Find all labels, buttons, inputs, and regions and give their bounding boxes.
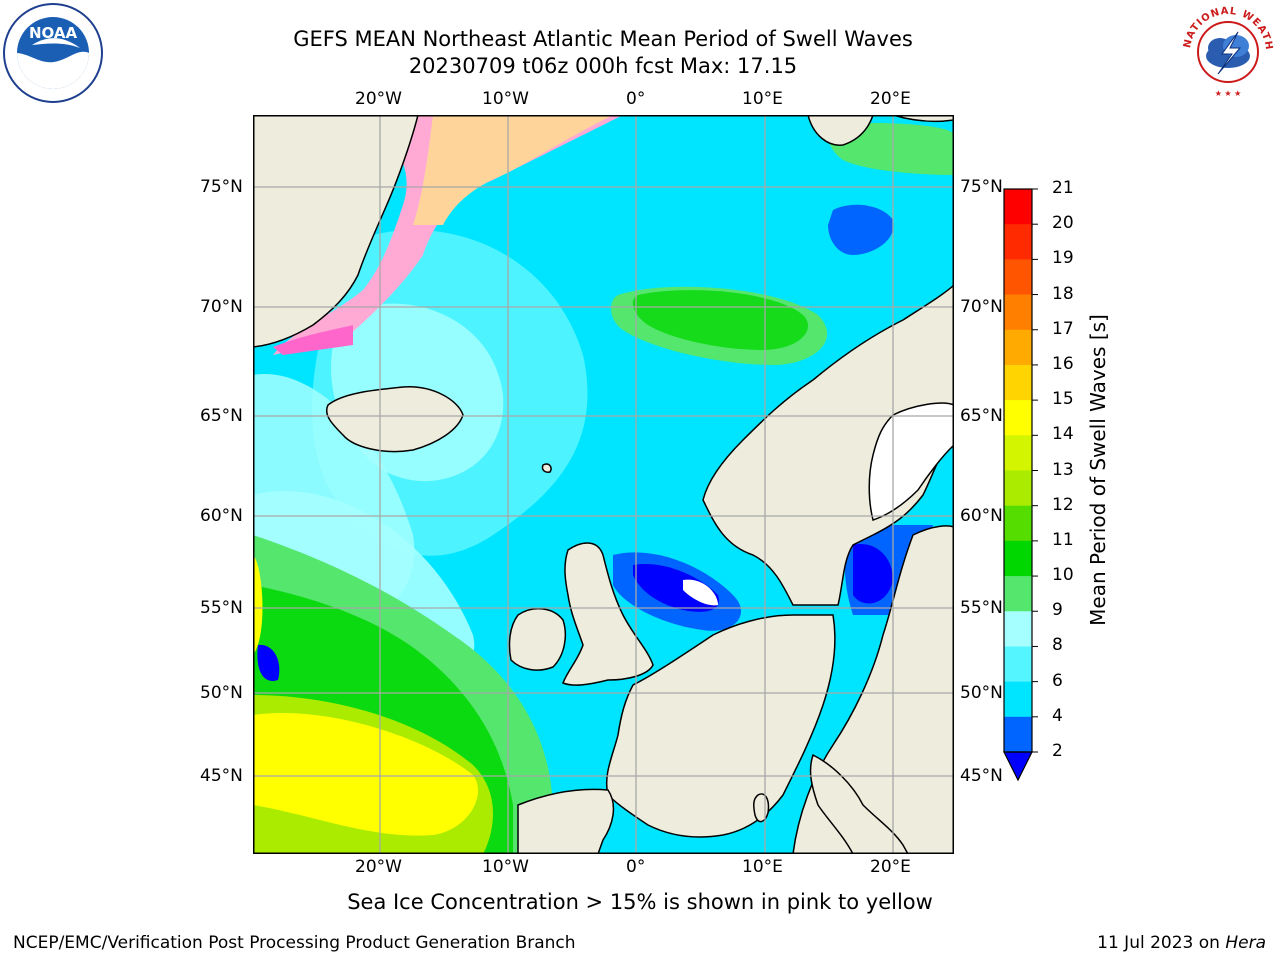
great-britain	[562, 542, 654, 686]
colorbar-tick-label: 12	[1052, 494, 1074, 515]
colorbar-bin-4	[1004, 329, 1032, 366]
lon-label-top-20w: 20°W	[355, 89, 402, 109]
colorbar-bin-8	[1004, 470, 1032, 507]
colorbar-tick-label: 15	[1052, 389, 1074, 410]
colorbar-bin-3	[1004, 294, 1032, 331]
colorbar-bin-11	[1004, 576, 1032, 612]
footer-credit: NCEP/EMC/Verification Post Processing Pr…	[13, 933, 576, 953]
caption: Sea Ice Concentration > 15% is shown in …	[347, 890, 933, 914]
faroe	[541, 463, 552, 473]
lon-label-top-0: 0°	[626, 89, 646, 109]
lat-label-right-65n: 65°N	[960, 406, 1003, 426]
colorbar-tick-label: 21	[1052, 178, 1074, 198]
iceland	[326, 386, 464, 453]
colorbar-bin-7	[1004, 435, 1032, 471]
colorbar-tick-label: 20	[1052, 213, 1074, 234]
lat-label-right-50n: 50°N	[960, 683, 1003, 703]
svalbard	[807, 115, 874, 146]
lon-label-bottom-0: 0°	[626, 857, 646, 877]
lat-label-left-50n: 50°N	[200, 683, 243, 703]
greenland	[253, 115, 419, 348]
colorbar-bin-9	[1004, 505, 1032, 542]
iberia	[517, 788, 615, 854]
footer-host: Hera	[1225, 933, 1266, 953]
colorbar-bin-5	[1004, 364, 1032, 401]
corsica	[753, 793, 770, 823]
colorbar-bin-12	[1004, 611, 1032, 647]
colorbar-tick-label: 18	[1052, 283, 1074, 304]
italy	[809, 753, 909, 854]
colorbar-tick-label: 13	[1052, 459, 1074, 480]
swell-period-map	[253, 115, 954, 854]
colorbar-bin-15	[1004, 716, 1032, 753]
graticule	[253, 115, 954, 854]
lon-label-bottom-20w: 20°W	[355, 857, 402, 877]
lat-label-right-75n: 75°N	[960, 177, 1003, 197]
colorbar-tick-label: 8	[1052, 635, 1063, 656]
colorbar-tick-label: 10	[1052, 565, 1074, 586]
lat-label-right-45n: 45°N	[960, 766, 1003, 786]
colorbar-tick-label: 14	[1052, 424, 1074, 445]
noaa-logo: NOAA	[3, 3, 103, 103]
lat-label-left-70n: 70°N	[200, 297, 243, 317]
map-title: GEFS MEAN Northeast Atlantic Mean Period…	[293, 27, 913, 51]
colorbar	[1003, 188, 1038, 782]
lat-label-left-65n: 65°N	[200, 406, 243, 426]
lon-label-top-10w: 10°W	[482, 89, 529, 109]
colorbar-tick-label: 4	[1052, 705, 1063, 726]
nws-logo: NATIONAL WEATHER SERVICE ★ ★ ★	[1178, 2, 1276, 100]
ireland	[508, 608, 566, 671]
colorbar-extend-triangle	[1003, 751, 1033, 782]
colorbar-bin-2	[1004, 259, 1032, 296]
colorbar-bin-13	[1004, 646, 1032, 683]
lon-label-bottom-20e: 20°E	[870, 857, 911, 877]
lon-label-top-10e: 10°E	[742, 89, 783, 109]
footer-date-text: 11 Jul 2023 on	[1097, 933, 1226, 953]
colorbar-bin-6	[1004, 400, 1032, 436]
colorbar-tick-label: 2	[1052, 741, 1063, 761]
colorbar-bin-0	[1004, 189, 1032, 225]
lat-label-left-75n: 75°N	[200, 177, 243, 197]
colorbar-tick-label: 11	[1052, 529, 1074, 550]
colorbar-title: Mean Period of Swell Waves [s]	[1086, 314, 1110, 626]
lat-label-right-55n: 55°N	[960, 598, 1003, 618]
colorbar-tick-label: 17	[1052, 318, 1074, 339]
land-masses	[253, 115, 954, 854]
colorbar-tick-label: 6	[1052, 670, 1063, 691]
footer-date: 11 Jul 2023 on Hera	[1097, 933, 1266, 953]
lon-label-top-20e: 20°E	[870, 89, 911, 109]
colorbar-tick-label: 9	[1052, 600, 1063, 621]
scandinavia	[702, 283, 954, 606]
lon-label-bottom-10w: 10°W	[482, 857, 529, 877]
continental-europe	[606, 614, 836, 838]
colorbar-tick-label: 16	[1052, 353, 1074, 374]
svg-text:NOAA: NOAA	[29, 24, 78, 42]
swell-field-14-15s-southwest	[253, 713, 479, 836]
lat-label-left-45n: 45°N	[200, 766, 243, 786]
map-subtitle: 20230709 t06z 000h fcst Max: 17.15	[408, 54, 798, 78]
lat-label-left-60n: 60°N	[200, 506, 243, 526]
colorbar-bin-10	[1004, 540, 1032, 577]
gulf-of-bothnia	[868, 402, 954, 521]
swell-field-2-4s-barents	[828, 204, 894, 255]
lat-label-right-60n: 60°N	[960, 506, 1003, 526]
colorbar-tick-label: 19	[1052, 248, 1074, 269]
lat-label-left-55n: 55°N	[200, 598, 243, 618]
svg-text:★ ★ ★: ★ ★ ★	[1215, 89, 1242, 98]
lat-label-right-70n: 70°N	[960, 297, 1003, 317]
sea-ice-band	[273, 115, 623, 355]
colorbar-bin-1	[1004, 224, 1032, 260]
colorbar-bin-14	[1004, 681, 1032, 718]
lon-label-bottom-10e: 10°E	[742, 857, 783, 877]
